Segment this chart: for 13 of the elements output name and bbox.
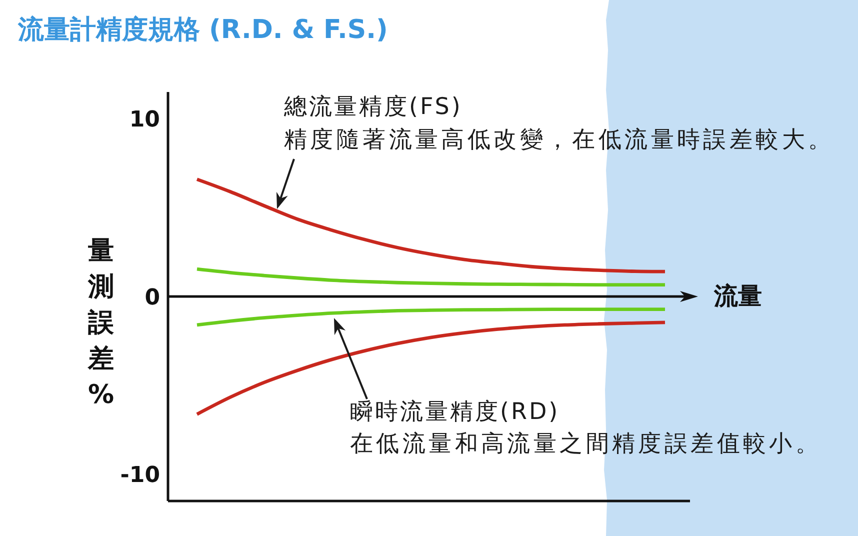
line-series [195, 308, 667, 327]
annotation: 總流量精度(FS) [284, 94, 462, 120]
annotation: 瞬時流量精度(RD) [350, 399, 560, 425]
annotation: 在低流量和高流量之間精度誤差值較小。 [350, 431, 822, 457]
x-axis-title: 流量 [714, 282, 762, 310]
y-axis-title: 量測誤差% [88, 236, 114, 410]
line-series [195, 267, 667, 286]
y-tick-label: -10 [120, 463, 160, 488]
y-tick-label: 10 [129, 107, 160, 132]
chart-title: 流量計精度規格 (R.D. & F.S.) [18, 15, 388, 45]
line-series [195, 178, 667, 274]
y-tick-label: 0 [144, 285, 160, 310]
annotation: 精度隨著流量高低改變，在低流量時誤差較大。 [284, 127, 834, 153]
